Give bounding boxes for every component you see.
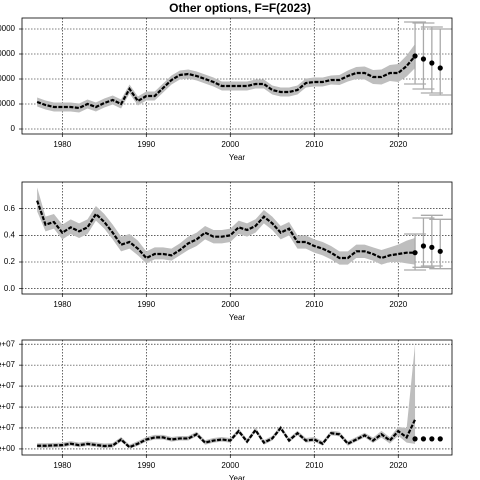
x-tick-label: 1990 xyxy=(137,461,155,470)
x-axis-label: Year xyxy=(229,313,246,322)
plot-frame xyxy=(21,339,453,456)
confidence-band xyxy=(37,187,416,265)
x-tick-label: 2000 xyxy=(221,461,239,470)
projection-point xyxy=(412,436,418,442)
x-tick-label: 1980 xyxy=(53,461,71,470)
projection-point xyxy=(420,56,427,62)
projection-point xyxy=(429,244,435,250)
y-tick-label: 0.4 xyxy=(4,230,16,239)
confidence-band xyxy=(37,344,416,449)
y-tick-label: 2e+07 xyxy=(0,402,16,411)
x-tick-label: 2020 xyxy=(389,140,407,149)
x-tick-label: 2000 xyxy=(221,300,239,309)
x-tick-label: 1990 xyxy=(137,140,155,149)
projection-point xyxy=(420,436,427,442)
x-tick-label: 1980 xyxy=(53,300,71,309)
x-tick-label: 1990 xyxy=(137,300,155,309)
projection-point xyxy=(429,436,435,442)
y-tick-label: 0e+00 xyxy=(0,444,16,453)
projection-point xyxy=(437,248,443,254)
y-tick-label: 30000 xyxy=(0,49,16,58)
confidence-band xyxy=(37,44,416,113)
y-tick-label: 0.2 xyxy=(4,257,16,266)
x-tick-label: 2020 xyxy=(389,300,407,309)
x-tick-label: 2000 xyxy=(221,140,239,149)
y-tick-label: 4e+07 xyxy=(0,360,16,369)
x-axis-label: Year xyxy=(229,153,246,162)
projection-point xyxy=(412,53,418,59)
y-tick-label: 1e+07 xyxy=(0,423,16,432)
y-tick-label: 0.6 xyxy=(4,204,16,213)
x-axis-label: Year xyxy=(229,474,246,480)
projection-point xyxy=(437,65,443,71)
plot-frame xyxy=(21,181,453,295)
x-tick-label: 2020 xyxy=(389,461,407,470)
y-tick-label: 5e+07 xyxy=(0,339,16,348)
projection-point xyxy=(429,60,435,66)
projection-point xyxy=(420,243,427,249)
x-tick-label: 2010 xyxy=(305,461,323,470)
x-tick-label: 2010 xyxy=(305,300,323,309)
y-tick-label: 3e+07 xyxy=(0,381,16,390)
x-tick-label: 2010 xyxy=(305,140,323,149)
plot-frame xyxy=(21,17,453,135)
x-tick-label: 1980 xyxy=(53,140,71,149)
series-line xyxy=(37,419,417,449)
y-tick-label: 0.0 xyxy=(4,284,16,293)
series-line xyxy=(36,200,416,260)
series-line xyxy=(36,55,416,110)
projection-point xyxy=(412,250,418,256)
projection-point xyxy=(437,436,443,442)
chart-title: Other options, F=F(2023) xyxy=(169,1,311,15)
y-tick-label: 40000 xyxy=(0,24,16,33)
y-tick-label: 10000 xyxy=(0,99,16,108)
y-tick-label: 0 xyxy=(11,124,16,133)
